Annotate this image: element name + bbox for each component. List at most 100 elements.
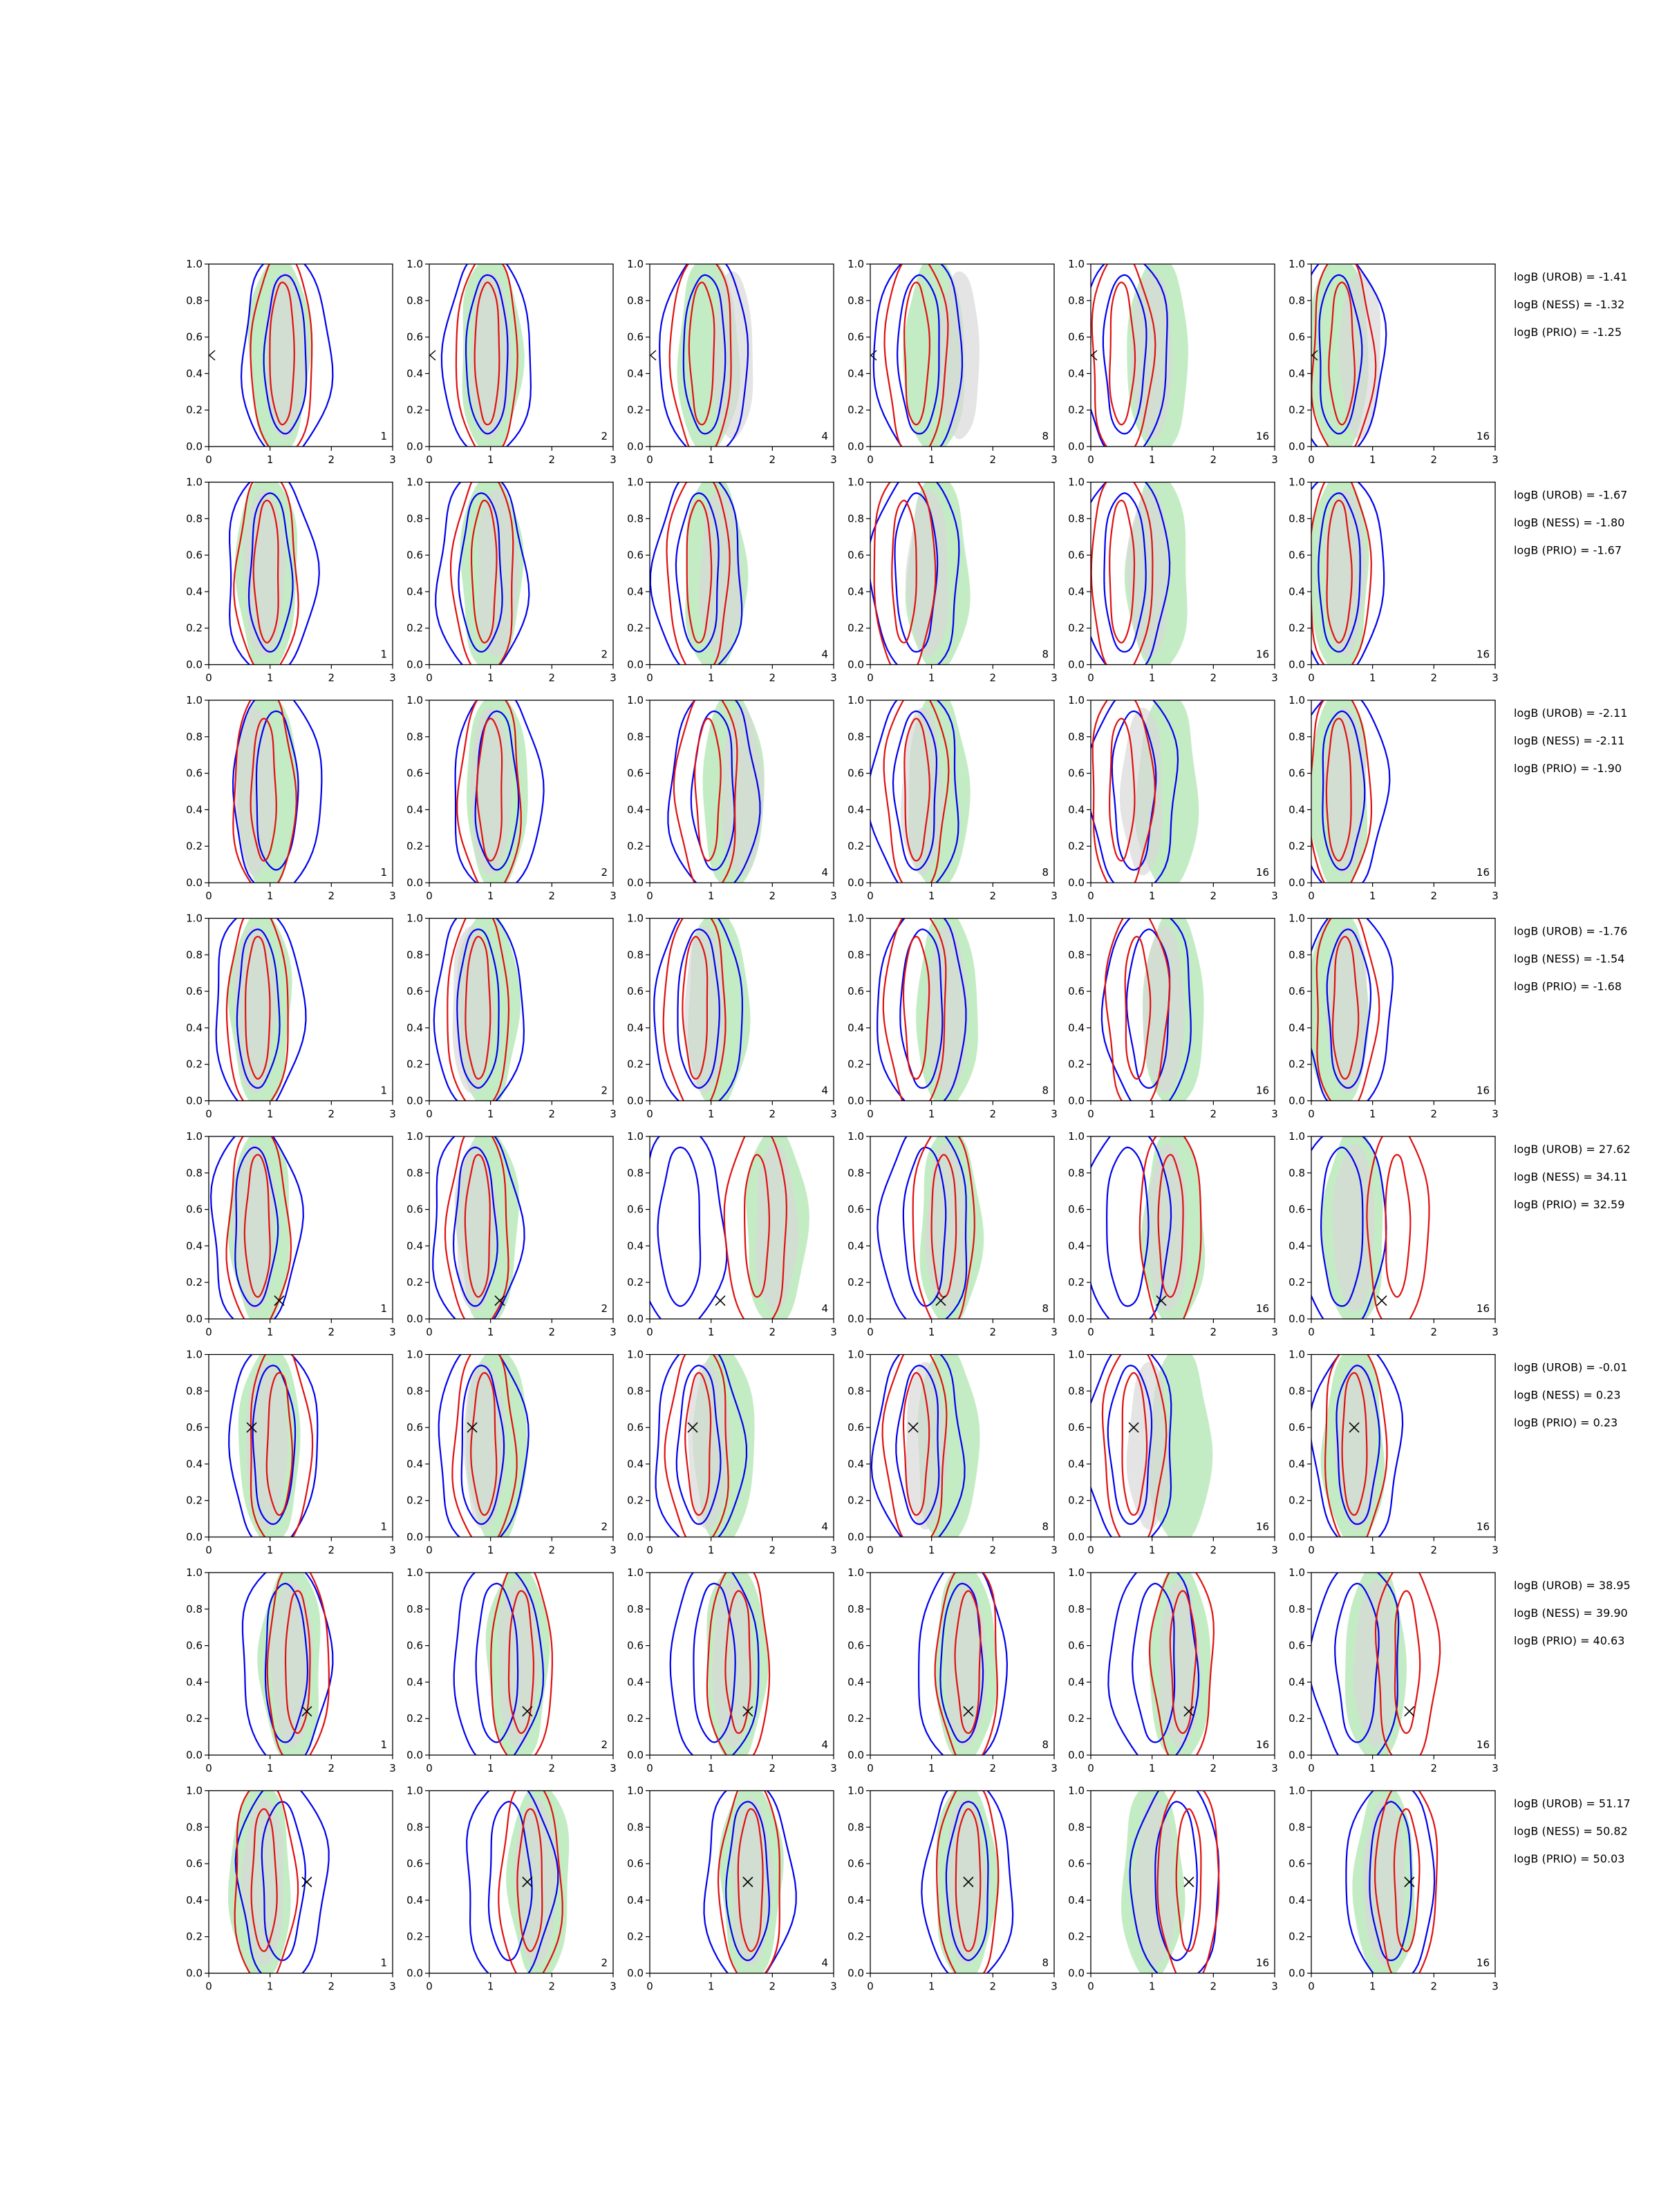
- y-tick-label: 0.4: [1288, 585, 1305, 598]
- x-tick-label: 3: [1492, 1326, 1499, 1338]
- y-tick-label: 0.4: [627, 1894, 644, 1906]
- x-tick-label: 1: [708, 890, 715, 902]
- x-tick-label: 3: [1492, 1108, 1499, 1121]
- y-tick-label: 0.0: [186, 1531, 203, 1544]
- y-tick-label: 0.6: [627, 1640, 644, 1652]
- blue-outer-contour: [655, 1354, 748, 1537]
- y-tick-label: 1.0: [1068, 258, 1085, 270]
- panel-r2-c1: 0.00.20.40.60.81.00 1 2 31: [186, 476, 396, 684]
- y-tick-label: 0.2: [1068, 1931, 1085, 1943]
- logb-annotation: logB (UROB) = 27.62: [1514, 1143, 1631, 1156]
- y-tick-label: 0.4: [627, 585, 644, 598]
- panel-r5-c5: 0.0 0.2 0.4 0.6 0.8 1.0 0 1 2 316: [1068, 1130, 1278, 1338]
- x-tick-label: 0: [1087, 453, 1094, 466]
- panel-contours: [209, 1136, 304, 1319]
- axes-frame: [870, 1136, 1055, 1320]
- x-tick-label: 3: [1271, 890, 1278, 902]
- blue-outer-contour: [667, 700, 761, 883]
- y-tick-label: 1.0: [847, 476, 864, 489]
- blue-inner-contour: [465, 274, 509, 435]
- y-tick-label: 0.4: [406, 1894, 423, 1906]
- blue-inner-contour: [1131, 1582, 1176, 1743]
- x-tick-label: 1: [1369, 1762, 1376, 1774]
- axes-frame: [1090, 917, 1275, 1102]
- red-outer-contour: [225, 1136, 292, 1319]
- y-tick-label: 0.2: [186, 1712, 203, 1725]
- y-tick-label: 0.2: [627, 404, 644, 416]
- panel-contours: [454, 700, 545, 883]
- blue-outer-contour: [872, 264, 964, 447]
- y-tick-label: 0.8: [847, 1167, 864, 1179]
- y-tick-label: 0.8: [847, 294, 864, 307]
- y-tick-label: 1.0: [627, 1130, 644, 1143]
- red-outer-contour: [1311, 264, 1377, 447]
- y-tick-label: 0.6: [847, 549, 864, 561]
- y-tick-label: 0.6: [627, 549, 644, 561]
- y-tick-label: 0.6: [627, 1421, 644, 1434]
- panel-r8-c5: 0.0 0.2 0.4 0.6 0.8 1.0 0 1 2 316: [1068, 1785, 1278, 1993]
- x-tick-label: 1: [487, 1108, 494, 1121]
- true-value-marker: [274, 1295, 285, 1306]
- y-tick-label: 0.0: [186, 659, 203, 671]
- gray-density-region: [232, 1143, 276, 1312]
- panel-corner-label: 16: [1477, 1957, 1490, 1969]
- x-tick-label: 3: [389, 672, 396, 684]
- axes-frame: [1311, 1790, 1496, 1974]
- y-tick-label: 0.2: [186, 1931, 203, 1943]
- axes-frame: [649, 917, 834, 1102]
- panel-corner-label: 4: [821, 648, 828, 661]
- blue-outer-contour: [877, 1136, 968, 1319]
- x-tick-label: 3: [1492, 672, 1499, 684]
- x-tick-label: 3: [610, 1980, 617, 1993]
- x-tick-label: 0: [646, 890, 653, 902]
- red-inner-contour: [474, 281, 500, 426]
- x-tick-label: 3: [1492, 890, 1499, 902]
- panel-corner-label: 8: [1042, 1957, 1049, 1969]
- blue-outer-contour: [650, 1136, 728, 1319]
- y-tick-label: 1.0: [627, 258, 644, 270]
- panel-corner-label: 2: [601, 1738, 608, 1751]
- blue-inner-contour: [690, 710, 735, 871]
- gray-density-region: [1159, 1580, 1201, 1748]
- y-tick-label: 0.4: [186, 1676, 203, 1688]
- blue-inner-contour: [682, 274, 727, 435]
- y-tick-label: 0.2: [406, 1276, 423, 1288]
- blue-inner-contour: [896, 274, 940, 435]
- x-tick-label: 1: [1369, 453, 1376, 466]
- y-tick-label: 1.0: [1288, 694, 1305, 706]
- x-tick-label: 0: [1087, 1108, 1094, 1121]
- blue-outer-contour: [234, 1790, 330, 1974]
- red-outer-contour: [912, 1136, 975, 1319]
- x-tick-label: 0: [1087, 890, 1094, 902]
- red-inner-contour: [1393, 1808, 1421, 1952]
- panel-corner-label: 8: [1042, 1085, 1049, 1097]
- x-tick-label: 0: [1308, 1544, 1315, 1557]
- x-tick-label: 1: [487, 1980, 494, 1993]
- panel-contours: [870, 1354, 980, 1537]
- panel-corner-label: 4: [821, 1521, 828, 1533]
- axes-frame: [870, 700, 1055, 883]
- x-tick-label: 2: [1431, 672, 1438, 684]
- x-tick-label: 1: [1369, 1108, 1376, 1121]
- panel-contours: [1107, 1573, 1215, 1755]
- y-tick-label: 0.2: [406, 1712, 423, 1725]
- y-tick-label: 1.0: [186, 1785, 203, 1797]
- y-tick-label: 0.6: [406, 1203, 423, 1216]
- axes-frame: [870, 481, 1055, 666]
- red-outer-contour: [935, 1790, 1000, 1974]
- x-tick-label: 2: [1431, 1108, 1438, 1121]
- y-tick-label: 0.2: [627, 622, 644, 635]
- true-value-marker: [1311, 350, 1318, 361]
- panel-contours: [650, 1136, 809, 1319]
- panel-contours: [655, 1354, 755, 1537]
- panel-contours: [228, 1354, 319, 1537]
- axes-frame: [208, 263, 393, 447]
- true-value-marker: [935, 1295, 946, 1306]
- red-inner-contour: [954, 1590, 982, 1734]
- x-tick-label: 1: [487, 1326, 494, 1338]
- y-tick-label: 0.4: [186, 585, 203, 598]
- blue-outer-contour: [228, 482, 320, 665]
- blue-inner-contour: [456, 928, 500, 1089]
- y-tick-label: 0.8: [186, 948, 203, 961]
